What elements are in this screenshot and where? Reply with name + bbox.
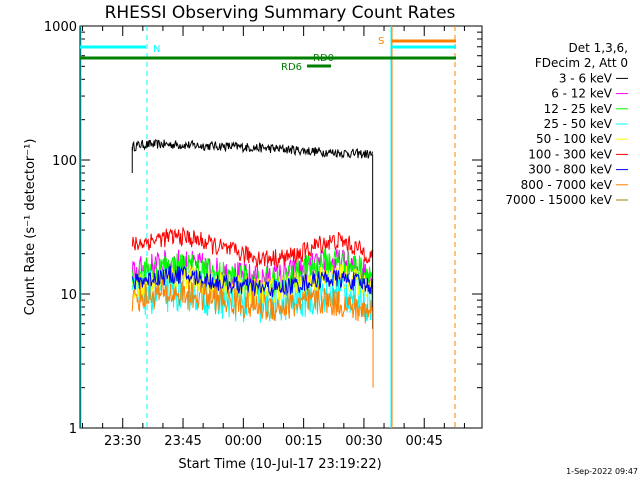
legend-header: FDecim 2, Att 0 <box>535 56 628 70</box>
x-tick-label: 00:15 <box>285 434 322 449</box>
x-tick-label: 00:30 <box>345 434 382 449</box>
legend-entry: 12 - 25 keV <box>544 102 613 116</box>
series-line <box>131 139 373 159</box>
legend: Det 1,3,6,FDecim 2, Att 03 - 6 keV 6 - 12… <box>505 41 628 207</box>
y-tick-label: 1 <box>69 422 77 437</box>
y-tick-label: 1000 <box>44 20 77 35</box>
legend-entry: 300 - 800 keV <box>528 163 612 177</box>
y-tick-label: 10 <box>60 288 77 303</box>
flag-label: S <box>378 36 384 47</box>
legend-entry: 25 - 50 keV <box>544 117 613 131</box>
y-tick-label: 100 <box>52 154 77 169</box>
series-line <box>131 227 373 269</box>
flag-label: RD6 <box>281 62 302 73</box>
plot-frame <box>79 25 483 429</box>
legend-entry: 7000 - 15000 keV <box>505 193 612 207</box>
x-axis-label: Start Time (10-Jul-17 23:19:22) <box>178 457 381 472</box>
legend-entry: 800 - 7000 keV <box>521 178 613 192</box>
y-axis-label: Count Rate (s⁻¹ detector⁻¹) <box>23 139 38 316</box>
plot-area: 1 10 100 1000 23:30 23:45 00:00 00:15 00:30 00:45… <box>44 20 483 449</box>
flag-label: RD0 <box>313 53 334 64</box>
legend-entry: 3 - 6 keV <box>559 71 613 85</box>
legend-header: Det 1,3,6, <box>569 41 629 55</box>
x-tick-label: 23:30 <box>104 434 141 449</box>
legend-entry: 50 - 100 keV <box>536 132 613 146</box>
x-tick-label: 23:45 <box>164 434 201 449</box>
series-line <box>131 279 373 324</box>
x-tick-label: 00:45 <box>405 434 442 449</box>
flag-label: N <box>153 44 160 55</box>
chart-title: RHESSI Observing Summary Count Rates <box>105 3 456 23</box>
footer-timestamp: 1-Sep-2022 09:47 <box>566 467 638 476</box>
legend-entry: 6 - 12 keV <box>551 87 613 101</box>
legend-entry: 100 - 300 keV <box>528 147 612 161</box>
x-tick-label: 00:00 <box>225 434 262 449</box>
